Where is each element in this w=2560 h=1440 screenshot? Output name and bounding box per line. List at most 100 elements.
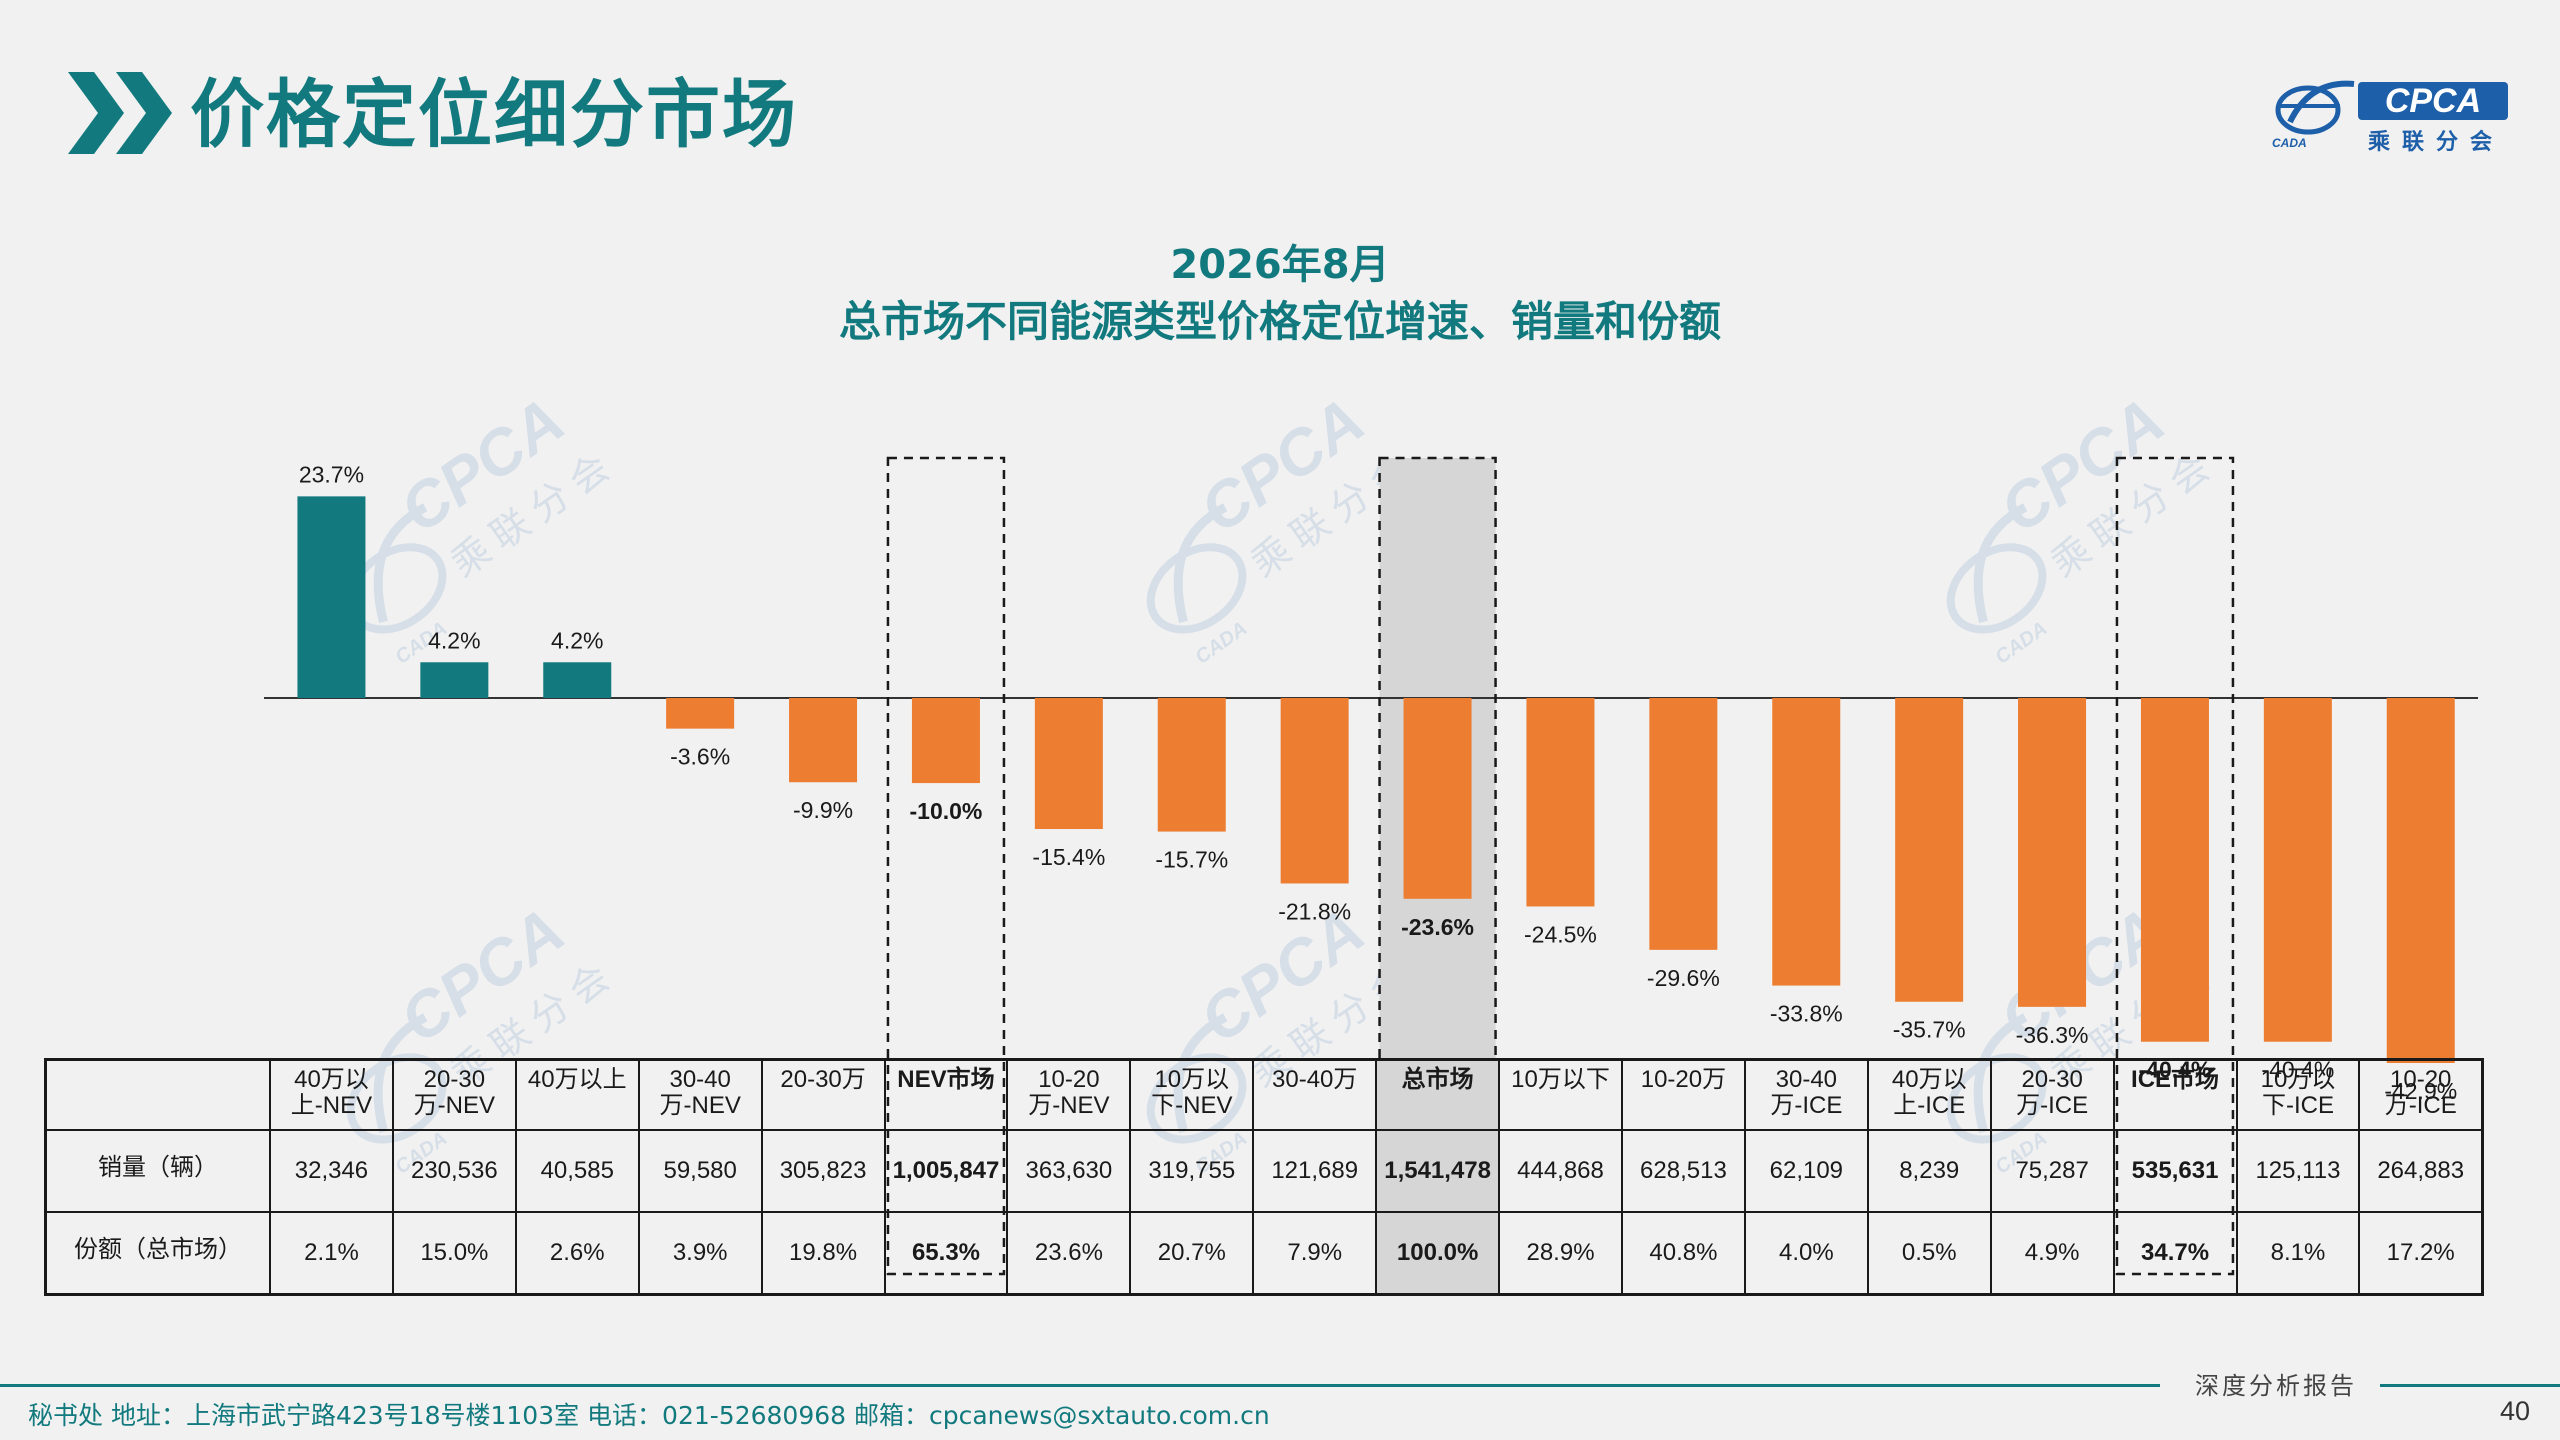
data-label: -24.5% bbox=[1524, 921, 1597, 947]
table-header-cell: 10万以下 bbox=[1498, 1058, 1623, 1131]
table-cell: 34.7% bbox=[2112, 1211, 2238, 1296]
data-label: -35.7% bbox=[1893, 1017, 1966, 1043]
table-cell: 1,005,847 bbox=[883, 1129, 1009, 1213]
data-label: -33.8% bbox=[1770, 1001, 1843, 1027]
table-row-label: 份额（总市场） bbox=[44, 1211, 271, 1296]
table-header-row: 40万以 上-NEV 20-30 万-NEV 40万以上 30-40 万-NEV 20-30万… bbox=[44, 1058, 2484, 1131]
table-cell: 2.1% bbox=[269, 1211, 394, 1296]
table-cell: 40,585 bbox=[514, 1129, 640, 1213]
data-label: -10.0% bbox=[910, 798, 983, 824]
logo-cpca-text: CPCA bbox=[2358, 82, 2508, 120]
table-cell: 1,541,478 bbox=[1375, 1129, 1501, 1213]
data-label: 23.7% bbox=[299, 461, 364, 487]
logo-chinese-text: 乘联分会 bbox=[2368, 130, 2505, 155]
table-cell: 20.7% bbox=[1129, 1211, 1255, 1296]
page-title: 价格定位细分市场 bbox=[190, 72, 798, 158]
table-cell: 40.8% bbox=[1620, 1211, 1746, 1296]
globe-logo-icon bbox=[2275, 80, 2355, 135]
table-cell: 121,689 bbox=[1252, 1129, 1378, 1213]
bar bbox=[2018, 698, 2087, 1007]
table-header-cell: 30-40 万-NEV bbox=[637, 1058, 763, 1131]
cpca-logo: CPCA 乘联分会 CADA bbox=[2270, 76, 2510, 156]
highlight-dashed-box bbox=[1378, 456, 1497, 1276]
highlight-dashed-box bbox=[2115, 456, 2235, 1276]
bar bbox=[1157, 698, 1226, 832]
data-table: 40万以 上-NEV 20-30 万-NEV 40万以上 30-40 万-NEV 20-30万… bbox=[44, 1058, 2484, 1296]
table-header-cell: 20-30 万-NEV bbox=[391, 1058, 517, 1131]
chart-subtitle: 总市场不同能源类型价格定位增速、销量和份额 bbox=[838, 297, 1721, 346]
bar bbox=[1526, 698, 1595, 907]
table-cell: 19.8% bbox=[760, 1211, 886, 1296]
table-cell: 125,113 bbox=[2235, 1129, 2361, 1213]
bar bbox=[2263, 698, 2332, 1042]
table-cell: 62,109 bbox=[1743, 1129, 1869, 1213]
data-label: -15.7% bbox=[1155, 847, 1228, 873]
table-header-cell: 10-20万 bbox=[1620, 1058, 1746, 1131]
table-cell: 2.6% bbox=[514, 1211, 640, 1296]
table-header-cell: 10-20 万-ICE bbox=[2358, 1058, 2484, 1131]
logo-sub-text: CADA bbox=[2272, 136, 2307, 150]
table-header-cell: 10万以 下-ICE bbox=[2235, 1058, 2361, 1131]
table-cell: 319,755 bbox=[1129, 1129, 1255, 1213]
table-header-cell: 40万以 上-NEV bbox=[269, 1058, 394, 1131]
bar bbox=[2140, 698, 2209, 1042]
footer-report-label: 深度分析报告 bbox=[2195, 1372, 2357, 1400]
table-cell: 230,536 bbox=[391, 1129, 517, 1213]
table-cell: 23.6% bbox=[1006, 1211, 1132, 1296]
data-label: 4.2% bbox=[551, 627, 603, 653]
table-row: 份额（总市场） 2.1% 15.0% 2.6% 3.9% 19.8% 65.3% 23.6% 2… bbox=[44, 1211, 2484, 1296]
bar bbox=[1649, 698, 1718, 950]
data-label: -23.6% bbox=[1401, 914, 1474, 940]
chart-title: 2026年8月 bbox=[1170, 242, 1390, 288]
table-row: 销量（辆） 32,346 230,536 40,585 59,580 305,823 1,0… bbox=[44, 1129, 2484, 1213]
data-label: -3.6% bbox=[670, 744, 730, 770]
table-cell: 3.9% bbox=[637, 1211, 763, 1296]
bar bbox=[1034, 698, 1103, 830]
table-cell: 264,883 bbox=[2358, 1129, 2484, 1213]
bar bbox=[666, 698, 735, 729]
table-corner-cell bbox=[44, 1058, 271, 1131]
table-cell: 65.3% bbox=[883, 1211, 1009, 1296]
table-row-label: 销量（辆） bbox=[44, 1129, 271, 1213]
bar bbox=[420, 662, 489, 698]
table-cell: 100.0% bbox=[1375, 1211, 1501, 1296]
bar bbox=[297, 496, 366, 698]
table-cell: 32,346 bbox=[269, 1129, 394, 1213]
table-header-cell: 10万以 下-NEV bbox=[1129, 1058, 1255, 1131]
table-cell: 4.0% bbox=[1743, 1211, 1869, 1296]
footer-divider bbox=[0, 1384, 2160, 1387]
bar bbox=[2386, 698, 2455, 1063]
data-label: 4.2% bbox=[428, 627, 480, 653]
page-number: 40 bbox=[2500, 1396, 2531, 1426]
table-cell: 305,823 bbox=[760, 1129, 886, 1213]
bar bbox=[789, 698, 858, 783]
table-header-cell: 20-30 万-ICE bbox=[1989, 1058, 2115, 1131]
table-cell: 17.2% bbox=[2358, 1211, 2484, 1296]
table-cell: 8,239 bbox=[1866, 1129, 1992, 1213]
table-cell: 15.0% bbox=[391, 1211, 517, 1296]
data-label: -21.8% bbox=[1278, 898, 1351, 924]
bar bbox=[1895, 698, 1964, 1002]
table-cell: 0.5% bbox=[1866, 1211, 1992, 1296]
table-header-cell: 总市场 bbox=[1375, 1058, 1501, 1131]
table-cell: 75,287 bbox=[1989, 1129, 2115, 1213]
table-cell: 59,580 bbox=[637, 1129, 763, 1213]
table-header-cell: 20-30万 bbox=[760, 1058, 886, 1131]
bar bbox=[1403, 698, 1472, 899]
table-cell: 444,868 bbox=[1498, 1129, 1623, 1213]
table-cell: 4.9% bbox=[1989, 1211, 2115, 1296]
table-header-cell: 40万以上 bbox=[514, 1058, 640, 1131]
table-cell: 8.1% bbox=[2235, 1211, 2361, 1296]
table-cell: 7.9% bbox=[1252, 1211, 1378, 1296]
highlight-dashed-box bbox=[886, 456, 1006, 1276]
data-label: -9.9% bbox=[793, 797, 853, 823]
bar bbox=[1772, 698, 1841, 986]
table-header-cell: 30-40万 bbox=[1252, 1058, 1378, 1131]
bar bbox=[911, 698, 980, 784]
footer-divider-right bbox=[2380, 1384, 2560, 1387]
table-cell: 628,513 bbox=[1620, 1129, 1746, 1213]
bar bbox=[1280, 698, 1349, 884]
table-cell: 363,630 bbox=[1006, 1129, 1132, 1213]
data-label: -36.3% bbox=[2016, 1022, 2089, 1048]
table-header-cell: 40万以 上-ICE bbox=[1866, 1058, 1992, 1131]
